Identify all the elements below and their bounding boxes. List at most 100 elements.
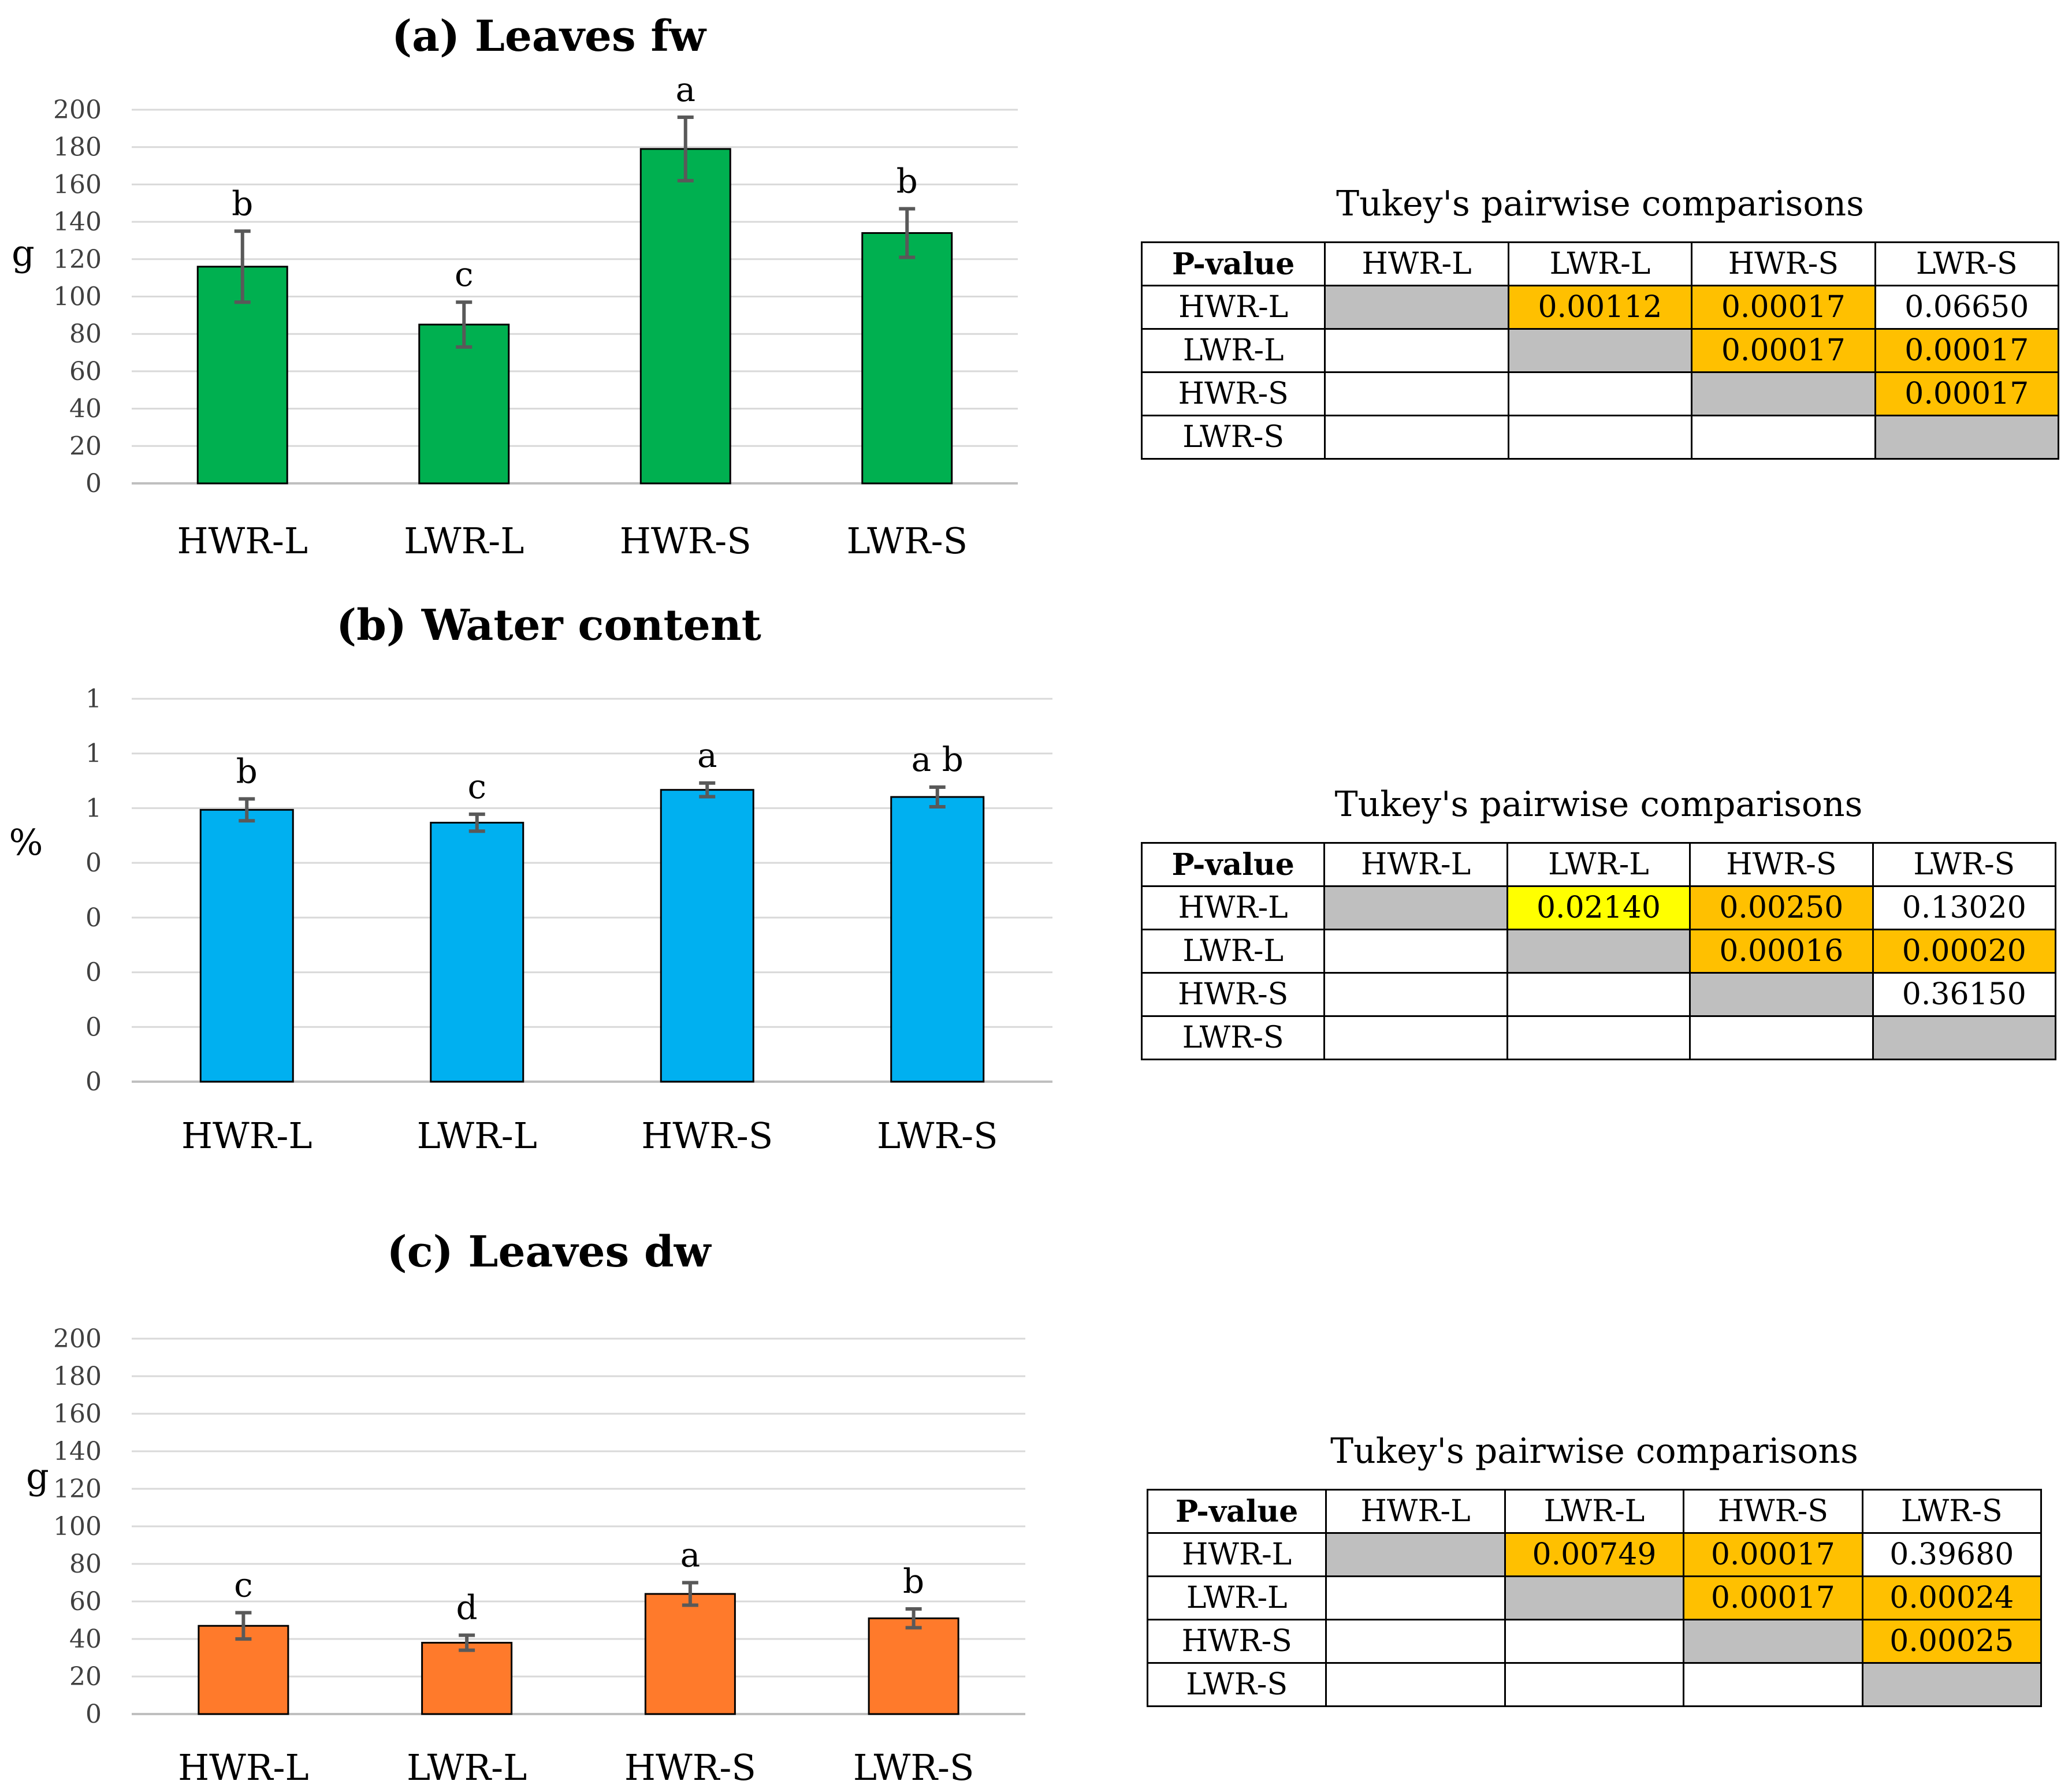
significance-letter: c bbox=[455, 255, 473, 294]
table-title: Tukey's pairwise comparisons bbox=[1330, 1431, 1858, 1471]
bar-chart-leaves-fw: 0 20 40 60 80 100 120 140 160 180 200 g b HWR-L c LWR-L… bbox=[12, 70, 1018, 562]
x-tick-label: HWR-S bbox=[641, 1115, 773, 1157]
y-tick-label: 40 bbox=[69, 1625, 102, 1654]
row-header: HWR-L bbox=[1140, 285, 1326, 330]
p-value-cell: 0.00025 bbox=[1861, 1619, 2043, 1664]
x-tick-label: LWR-S bbox=[853, 1746, 974, 1789]
y-tick-label: 100 bbox=[53, 1512, 102, 1541]
p-value-cell bbox=[1325, 1532, 1506, 1577]
table-row: LWR-S bbox=[1140, 415, 2060, 460]
x-tick-label: LWR-L bbox=[404, 520, 524, 562]
y-tick-label: 1 bbox=[85, 793, 102, 823]
significance-letter: b bbox=[236, 751, 258, 791]
row-header: LWR-S bbox=[1140, 415, 1326, 460]
p-value-cell bbox=[1504, 1619, 1685, 1664]
p-value-cell bbox=[1325, 1575, 1506, 1620]
row-header: HWR-S bbox=[1146, 1619, 1327, 1664]
p-value-cell: 0.00024 bbox=[1861, 1575, 2043, 1620]
p-value-cell bbox=[1683, 1662, 1863, 1707]
p-value-cell bbox=[1323, 885, 1508, 930]
table-row: HWR-S 0.00025 bbox=[1146, 1619, 2043, 1664]
table-row: HWR-L 0.00112 0.00017 0.06650 bbox=[1140, 285, 2060, 330]
y-tick-label: 100 bbox=[53, 282, 102, 312]
p-value-cell bbox=[1507, 371, 1693, 416]
p-value-cell bbox=[1691, 415, 1876, 460]
y-tick-label: 60 bbox=[69, 1587, 102, 1616]
tukey-table-block-b: Tukey's pairwise comparisons P-value HWR-… bbox=[1140, 784, 2057, 1060]
p-value-cell bbox=[1683, 1619, 1863, 1664]
y-tick-label: 0 bbox=[85, 1067, 102, 1097]
tukey-table-block-a: Tukey's pairwise comparisons P-value HWR-… bbox=[1140, 184, 2060, 460]
p-value-cell bbox=[1325, 1662, 1506, 1707]
row-header: HWR-L bbox=[1146, 1532, 1327, 1577]
p-value-cell bbox=[1507, 328, 1693, 373]
p-value-cell bbox=[1507, 415, 1693, 460]
p-value-cell bbox=[1324, 415, 1509, 460]
y-tick-label: 160 bbox=[53, 170, 102, 199]
y-axis-label: % bbox=[9, 821, 43, 863]
table-row: LWR-L 0.00016 0.00020 bbox=[1140, 929, 2057, 974]
y-tick-label: 80 bbox=[69, 1549, 102, 1579]
p-value-cell: 0.00017 bbox=[1691, 285, 1876, 330]
table-row: LWR-S bbox=[1140, 1015, 2057, 1060]
tukey-table-block-c: Tukey's pairwise comparisons P-value HWR-… bbox=[1146, 1431, 2043, 1707]
y-tick-label: 160 bbox=[53, 1399, 102, 1429]
x-tick-label: HWR-S bbox=[620, 520, 752, 562]
table-header-row: P-value HWR-L LWR-L HWR-S LWR-S bbox=[1146, 1489, 2043, 1534]
significance-letter: a bbox=[675, 70, 695, 109]
y-tick-label: 0 bbox=[85, 1012, 102, 1042]
significance-letter: a b bbox=[912, 740, 964, 779]
column-header: HWR-L bbox=[1325, 1489, 1506, 1534]
x-tick-label: HWR-L bbox=[178, 1746, 309, 1789]
p-value-cell bbox=[1324, 328, 1509, 373]
x-tick-label: LWR-S bbox=[877, 1115, 998, 1157]
p-value-cell bbox=[1504, 1662, 1685, 1707]
table-corner-cell: P-value bbox=[1146, 1489, 1327, 1534]
p-value-cell: 0.00017 bbox=[1691, 328, 1876, 373]
p-value-cell: 0.06650 bbox=[1874, 285, 2060, 330]
p-value-cell: 0.00250 bbox=[1689, 885, 1874, 930]
p-value-cell bbox=[1324, 285, 1509, 330]
row-header: LWR-S bbox=[1146, 1662, 1327, 1707]
p-value-cell bbox=[1861, 1662, 2043, 1707]
bar bbox=[421, 1642, 513, 1715]
p-value-cell bbox=[1691, 371, 1876, 416]
table-row: HWR-L 0.00749 0.00017 0.39680 bbox=[1146, 1532, 2043, 1577]
bar-chart-leaves-dw: 0 20 40 60 80 100 120 140 160 180 200 g c HWR-L d LWR-L… bbox=[26, 1324, 1025, 1789]
significance-letter: b bbox=[896, 161, 918, 200]
p-value-table: P-value HWR-L LWR-L HWR-S LWR-S HWR-L 0.02140 0… bbox=[1140, 842, 2057, 1060]
table-row: LWR-L 0.00017 0.00017 bbox=[1140, 328, 2060, 373]
column-header: LWR-L bbox=[1504, 1489, 1685, 1534]
bar bbox=[868, 1617, 959, 1715]
x-tick-label: HWR-S bbox=[624, 1746, 756, 1789]
p-value-cell: 0.00017 bbox=[1874, 371, 2060, 416]
y-tick-label: 180 bbox=[53, 1362, 102, 1391]
y-tick-label: 40 bbox=[69, 394, 102, 424]
table-title: Tukey's pairwise comparisons bbox=[1336, 184, 1864, 224]
column-header: HWR-S bbox=[1691, 241, 1876, 286]
x-tick-label: HWR-L bbox=[181, 1115, 313, 1157]
x-tick-label: LWR-S bbox=[846, 520, 968, 562]
p-value-cell bbox=[1872, 1015, 2057, 1060]
p-value-cell bbox=[1874, 415, 2060, 460]
column-header: LWR-L bbox=[1507, 241, 1693, 286]
p-value-cell: 0.13020 bbox=[1872, 885, 2057, 930]
row-header: HWR-S bbox=[1140, 972, 1326, 1017]
p-value-cell bbox=[1325, 1619, 1506, 1664]
row-header: LWR-L bbox=[1140, 929, 1326, 974]
chart-title: (c) Leaves dw bbox=[386, 1227, 711, 1277]
column-header: LWR-S bbox=[1874, 241, 2060, 286]
y-tick-label: 200 bbox=[53, 95, 102, 125]
y-tick-label: 0 bbox=[85, 903, 102, 933]
table-row: HWR-S 0.00017 bbox=[1140, 371, 2060, 416]
p-value-cell bbox=[1506, 929, 1691, 974]
table-row: LWR-S bbox=[1146, 1662, 2043, 1707]
table-row: HWR-S 0.36150 bbox=[1140, 972, 2057, 1017]
bar bbox=[890, 796, 985, 1083]
row-header: LWR-L bbox=[1140, 328, 1326, 373]
y-axis-label: g bbox=[12, 232, 35, 274]
y-tick-label: 120 bbox=[53, 1474, 102, 1504]
bar bbox=[660, 789, 754, 1083]
p-value-cell bbox=[1506, 1015, 1691, 1060]
row-header: HWR-L bbox=[1140, 885, 1326, 930]
